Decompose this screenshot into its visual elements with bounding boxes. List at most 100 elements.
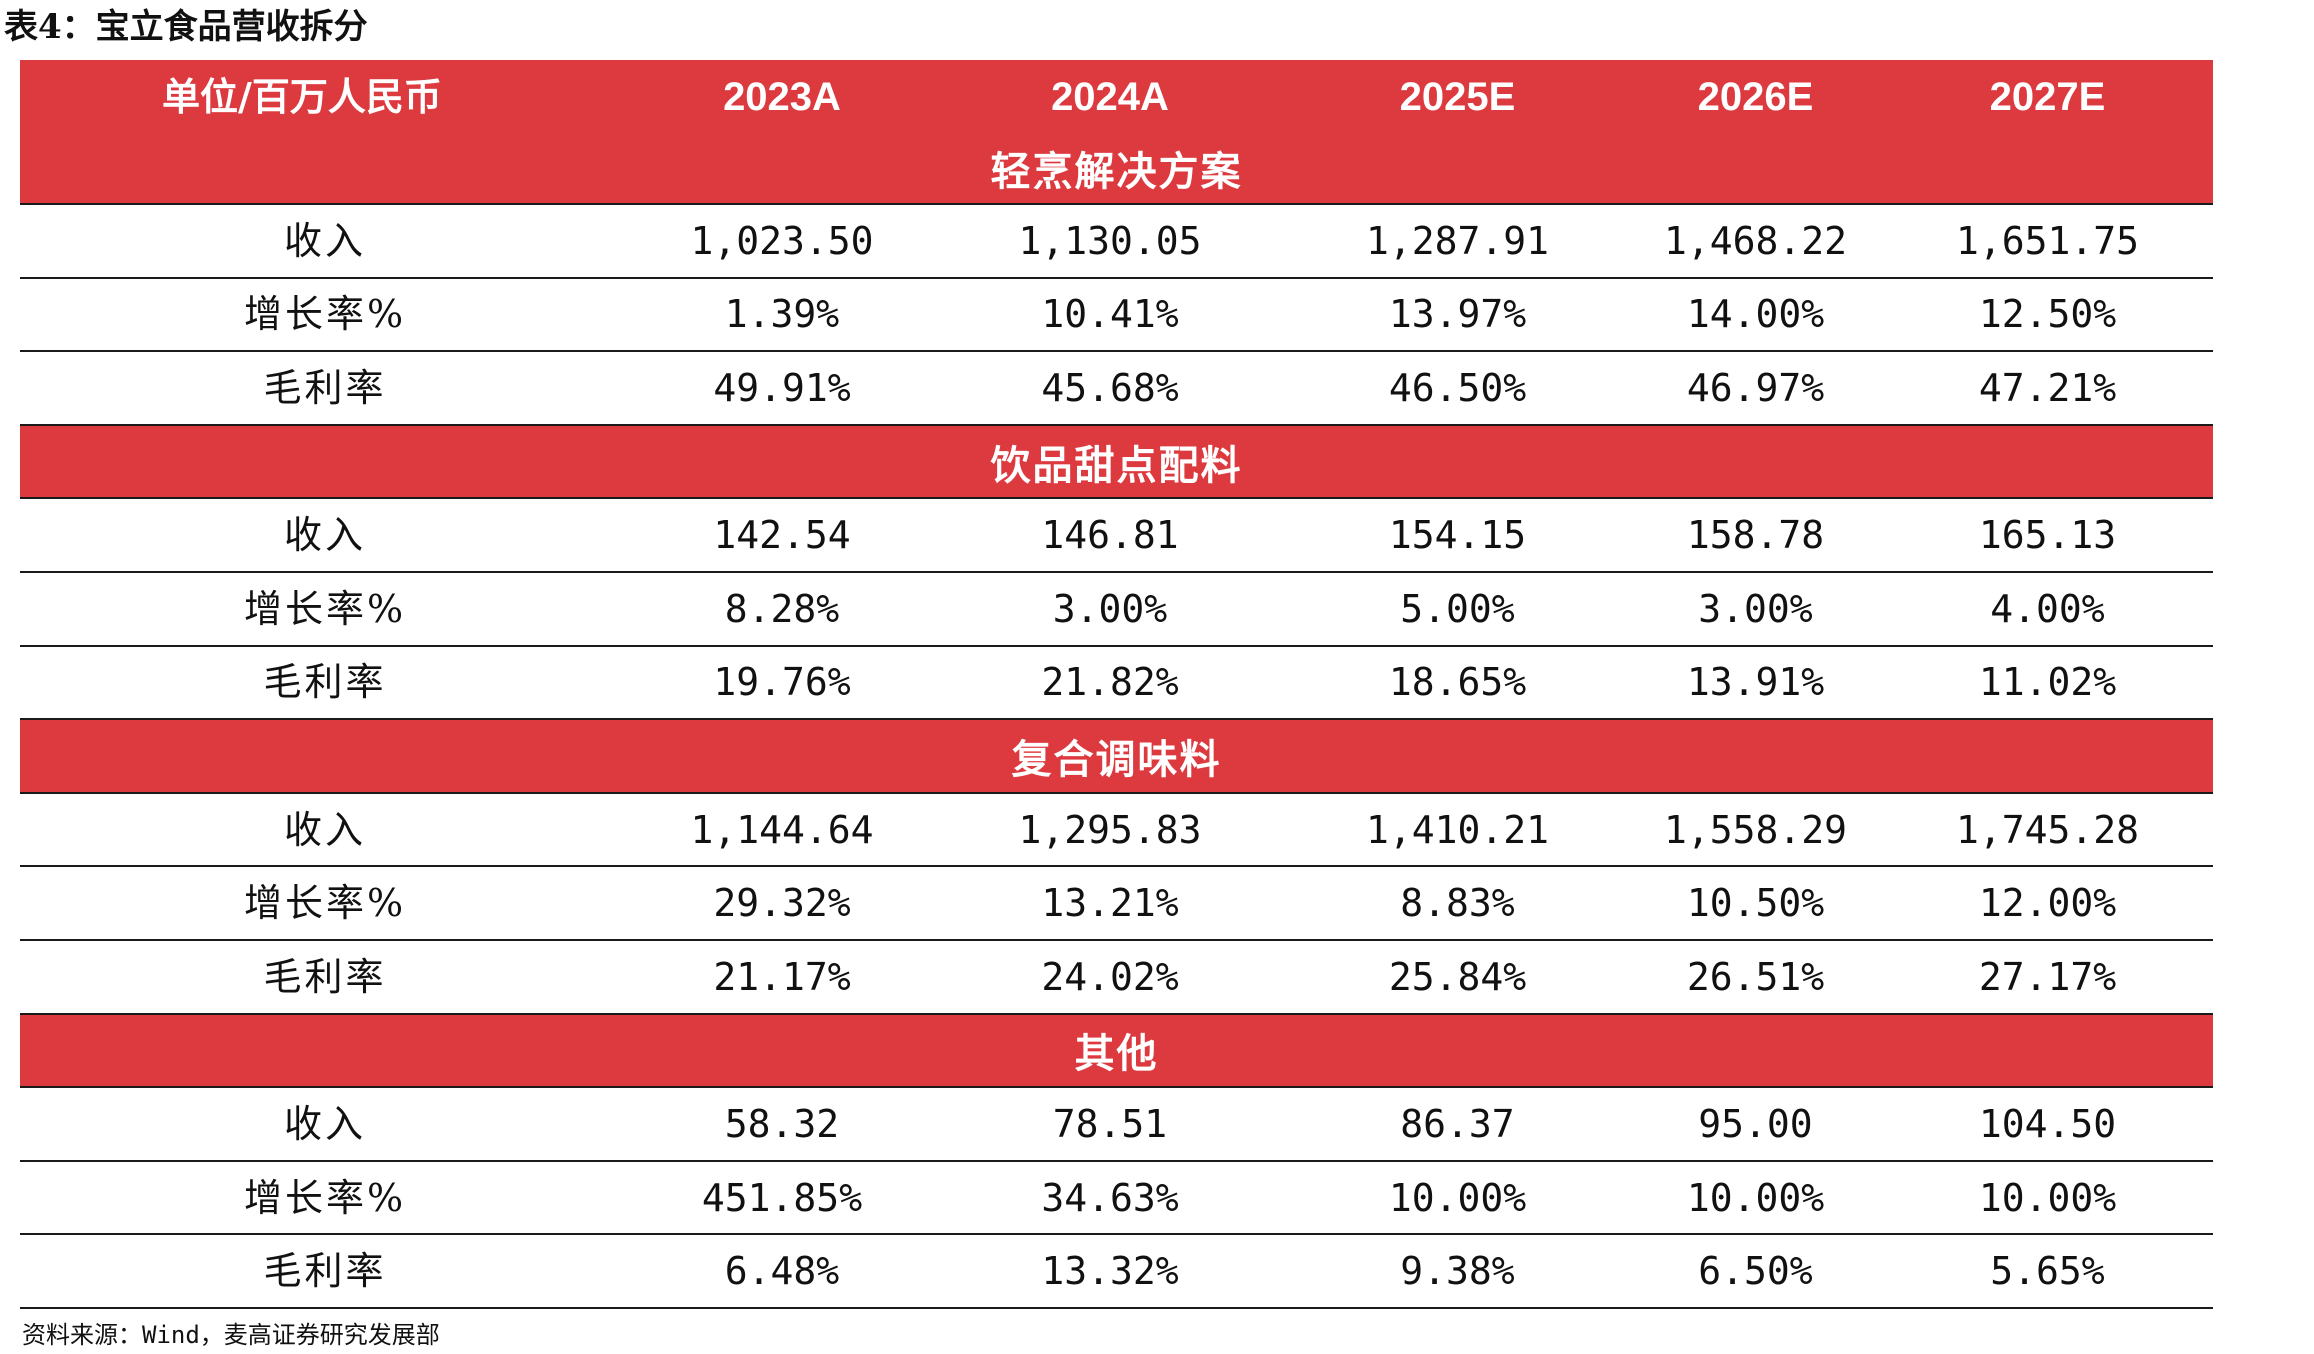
value-cell: 104.50 — [1978, 1101, 2117, 1146]
value-cell: 19.76% — [713, 660, 851, 705]
value-cell: 1,558.29 — [1663, 807, 1848, 852]
metric-label: 毛利率 — [263, 660, 387, 705]
value-cell: 18.65% — [1388, 660, 1527, 705]
value-cell: 46.50% — [1388, 365, 1527, 410]
table-row: 毛利率 19.76% 21.82% 18.65% 13.91% 11.02% — [20, 647, 2213, 721]
value-cell: 10.00% — [1388, 1175, 1527, 1220]
year-header: 2025E — [1399, 74, 1516, 119]
value-cell: 5.65% — [1990, 1249, 2105, 1294]
metric-label: 毛利率 — [263, 365, 387, 410]
value-cell: 6.48% — [724, 1249, 840, 1294]
unit-header: 单位/百万人民币 — [162, 73, 442, 119]
metric-label: 收入 — [283, 218, 366, 263]
value-cell: 21.17% — [713, 954, 851, 999]
value-cell: 1,295.83 — [1018, 807, 1202, 852]
metric-label: 增长率% — [243, 292, 407, 337]
value-cell: 24.02% — [1041, 954, 1179, 999]
value-cell: 1,468.22 — [1663, 218, 1848, 263]
table-body: 轻烹解决方案收入 1,023.50 1,130.05 1,287.91 1,468.22… — [20, 133, 2213, 1309]
value-cell: 165.13 — [1978, 513, 2117, 558]
value-cell: 47.21% — [1978, 365, 2117, 410]
section-title: 复合调味料 — [1011, 735, 1222, 783]
value-cell: 13.91% — [1686, 660, 1825, 705]
value-cell: 3.00% — [1698, 586, 1813, 631]
section-title: 饮品甜点配料 — [990, 441, 1243, 489]
section-header-row: 饮品甜点配料 — [20, 425, 2213, 500]
table-row: 收入 142.54 146.81 154.15 158.78 165.13 — [20, 499, 2213, 573]
value-cell: 95.00 — [1698, 1101, 1813, 1146]
value-cell: 45.68% — [1041, 365, 1179, 410]
metric-label: 毛利率 — [263, 954, 387, 999]
value-cell: 25.84% — [1388, 954, 1527, 999]
section-header-row: 复合调味料 — [20, 720, 2213, 794]
value-cell: 6.50% — [1698, 1249, 1813, 1294]
year-header: 2026E — [1697, 74, 1814, 119]
value-cell: 34.63% — [1041, 1175, 1179, 1220]
value-cell: 146.81 — [1041, 513, 1179, 558]
section-header-row: 其他 — [20, 1014, 2213, 1089]
value-cell: 5.00% — [1400, 586, 1515, 631]
value-cell: 451.85% — [701, 1175, 863, 1220]
section-title: 轻烹解决方案 — [990, 148, 1243, 195]
table-row: 收入 1,023.50 1,130.05 1,287.91 1,468.22 1,651.… — [20, 205, 2213, 279]
value-cell: 21.82% — [1041, 660, 1179, 705]
table-header-row: 单位/百万人民币 2023A 2024A 2025E 2026E 2027E — [20, 60, 2213, 133]
table-row: 收入 58.32 78.51 86.37 95.00 104.50 — [20, 1088, 2213, 1162]
value-cell: 4.00% — [1990, 586, 2105, 631]
metric-label: 收入 — [283, 807, 366, 852]
value-cell: 1,287.91 — [1365, 218, 1550, 263]
value-cell: 142.54 — [713, 513, 851, 558]
source-note: 资料来源：Wind，麦高证券研究发展部 — [22, 1321, 440, 1349]
table-title: 表4：宝立食品营收拆分 — [4, 7, 368, 47]
section-header-row: 轻烹解决方案 — [20, 133, 2213, 205]
value-cell: 29.32% — [713, 881, 851, 926]
value-cell: 1,651.75 — [1955, 218, 2140, 263]
value-cell: 14.00% — [1686, 292, 1825, 337]
value-cell: 86.37 — [1400, 1101, 1515, 1146]
value-cell: 154.15 — [1388, 513, 1527, 558]
value-cell: 9.38% — [1400, 1249, 1515, 1294]
value-cell: 1.39% — [724, 292, 840, 337]
value-cell: 11.02% — [1978, 660, 2117, 705]
table-row: 增长率% 451.85% 34.63% 10.00% 10.00% 10.00% — [20, 1162, 2213, 1236]
table-row: 毛利率 49.91% 45.68% 46.50% 46.97% 47.21% — [20, 352, 2213, 426]
value-cell: 8.28% — [724, 586, 840, 631]
value-cell: 13.32% — [1041, 1249, 1179, 1294]
value-cell: 1,023.50 — [690, 218, 874, 263]
value-cell: 10.00% — [1978, 1175, 2117, 1220]
metric-label: 增长率% — [243, 1175, 407, 1220]
metric-label: 收入 — [283, 1101, 366, 1146]
value-cell: 8.83% — [1400, 881, 1515, 926]
table-row: 增长率% 1.39% 10.41% 13.97% 14.00% 12.50% — [20, 279, 2213, 353]
value-cell: 46.97% — [1686, 365, 1825, 410]
value-cell: 1,130.05 — [1018, 218, 1202, 263]
table-row: 收入 1,144.64 1,295.83 1,410.21 1,558.29 1,745.… — [20, 794, 2213, 868]
year-header: 2024A — [1051, 74, 1169, 119]
value-cell: 10.50% — [1686, 881, 1825, 926]
value-cell: 13.21% — [1041, 881, 1179, 926]
section-title: 其他 — [1074, 1030, 1159, 1078]
value-cell: 3.00% — [1052, 586, 1168, 631]
year-header: 2023A — [723, 74, 841, 119]
value-cell: 10.00% — [1686, 1175, 1825, 1220]
year-header: 2027E — [1989, 74, 2106, 119]
value-cell: 158.78 — [1686, 513, 1825, 558]
value-cell: 1,144.64 — [690, 807, 874, 852]
value-cell: 10.41% — [1041, 292, 1179, 337]
metric-label: 毛利率 — [263, 1249, 387, 1294]
value-cell: 78.51 — [1052, 1101, 1168, 1146]
value-cell: 1,745.28 — [1955, 807, 2140, 852]
value-cell: 13.97% — [1388, 292, 1527, 337]
table-row: 毛利率 21.17% 24.02% 25.84% 26.51% 27.17% — [20, 941, 2213, 1015]
table-row: 增长率% 8.28% 3.00% 5.00% 3.00% 4.00% — [20, 573, 2213, 647]
value-cell: 1,410.21 — [1365, 807, 1550, 852]
table-row: 增长率% 29.32% 13.21% 8.83% 10.50% 12.00% — [20, 867, 2213, 941]
metric-label: 收入 — [283, 513, 366, 558]
metric-label: 增长率% — [243, 586, 407, 631]
value-cell: 49.91% — [713, 365, 851, 410]
value-cell: 26.51% — [1686, 954, 1825, 999]
revenue-breakdown-table: 单位/百万人民币 2023A 2024A 2025E 2026E 2027E 轻… — [20, 60, 2213, 1309]
value-cell: 27.17% — [1978, 954, 2117, 999]
value-cell: 12.50% — [1978, 292, 2117, 337]
metric-label: 增长率% — [243, 881, 407, 926]
